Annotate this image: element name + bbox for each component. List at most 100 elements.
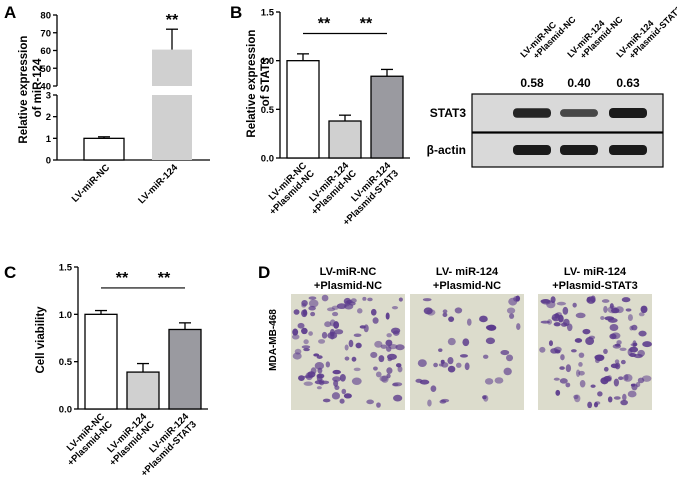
micrograph-heading-line2: +Plasmid-STAT3 bbox=[552, 280, 637, 292]
stained-cell bbox=[485, 324, 496, 331]
chart-a-ytick-label: 2 bbox=[46, 112, 51, 123]
stained-cell bbox=[609, 333, 617, 340]
stained-cell bbox=[590, 384, 596, 388]
stained-cell bbox=[454, 307, 463, 314]
stained-cell bbox=[516, 323, 521, 331]
stained-cell bbox=[294, 348, 302, 355]
stained-cell bbox=[625, 308, 632, 312]
chart-a-category-label-line1: LV-miR-124 bbox=[136, 162, 180, 206]
chart-a-ylabel-line1: Relative expression bbox=[18, 36, 30, 144]
stained-cell bbox=[308, 299, 319, 308]
stained-cell bbox=[291, 334, 300, 340]
stained-cell bbox=[331, 392, 341, 400]
stained-cell bbox=[370, 351, 378, 358]
stained-cell bbox=[339, 373, 346, 382]
stained-cell bbox=[293, 309, 300, 315]
chart-b-bar bbox=[286, 60, 320, 159]
stained-cell bbox=[332, 369, 341, 375]
micrograph-heading-line2: +Plasmid-NC bbox=[433, 280, 501, 292]
stained-cell bbox=[375, 371, 382, 378]
stained-cell bbox=[582, 328, 591, 335]
stained-cell bbox=[348, 339, 354, 348]
stained-cell bbox=[439, 399, 447, 404]
stained-cell bbox=[638, 330, 647, 337]
chart-a-ytick-label: 50 bbox=[40, 64, 51, 75]
chart-c-ytick-label: 1.0 bbox=[59, 310, 72, 321]
chart-a-ytick-label: 80 bbox=[40, 11, 51, 22]
stained-cell bbox=[627, 390, 637, 398]
lane-label: LV-miR-124+Plasmid-STAT3 bbox=[614, 0, 677, 66]
stained-cell bbox=[372, 317, 379, 324]
chart-b-ytick-label: 1.0 bbox=[261, 56, 274, 67]
stained-cell bbox=[613, 378, 619, 387]
panel-letter-d: D bbox=[258, 263, 270, 282]
stained-cell bbox=[387, 357, 393, 362]
chart-c-bar bbox=[84, 313, 118, 410]
densitometry-value: 0.63 bbox=[616, 76, 640, 90]
stained-cell bbox=[380, 344, 388, 349]
stained-cell bbox=[397, 365, 403, 373]
chart-a-ytick-label: 0 bbox=[46, 156, 51, 167]
stained-cell bbox=[321, 331, 328, 339]
stained-cell bbox=[600, 316, 605, 321]
stained-cell bbox=[556, 301, 567, 306]
stained-cell bbox=[355, 342, 362, 349]
cell-line-label: MDA-MB-468 bbox=[268, 309, 279, 371]
chart-a-ylabel-line2: of miR-124 bbox=[32, 58, 44, 117]
chart-c-ytick-label: 0.0 bbox=[59, 405, 72, 416]
stained-cell bbox=[433, 362, 438, 368]
stained-cell bbox=[588, 335, 596, 340]
stained-cell bbox=[314, 361, 325, 370]
stained-cell bbox=[447, 356, 454, 365]
chart-b: Relative expression of STAT3 0.0 0.5 1.0 1.… bbox=[246, 8, 410, 228]
stained-cell bbox=[442, 309, 448, 314]
stained-cell bbox=[560, 354, 565, 361]
stained-cell bbox=[459, 354, 468, 358]
stained-cell bbox=[603, 348, 608, 355]
stained-cell bbox=[301, 327, 308, 335]
stained-cell bbox=[595, 358, 600, 364]
stained-cell bbox=[572, 302, 577, 308]
chart-a-ytick-label: 3 bbox=[46, 91, 51, 102]
panel-letter-b: B bbox=[230, 3, 242, 22]
protein-band bbox=[609, 108, 647, 118]
stained-cell bbox=[539, 346, 546, 353]
micrograph-panel: MDA-MB-468 LV-miR-NC +Plasmid-NC LV- miR-1… bbox=[268, 266, 652, 410]
densitometry-value: 0.58 bbox=[520, 76, 544, 90]
stained-cell bbox=[326, 307, 336, 312]
micrograph-heading-line1: LV- miR-124 bbox=[564, 266, 627, 278]
stained-cell bbox=[395, 363, 402, 368]
chart-b-category-label: LV-miR-NC+Plasmid-NC bbox=[260, 160, 317, 217]
chart-b-category-label: LV-miR-124+Plasmid-NC bbox=[302, 160, 360, 218]
stained-cell bbox=[630, 383, 636, 387]
stained-cell bbox=[415, 378, 423, 383]
stained-cell bbox=[316, 386, 322, 390]
stained-cell bbox=[613, 396, 621, 400]
stained-cell bbox=[622, 393, 627, 401]
chart-a-bar bbox=[152, 49, 192, 86]
stained-cell bbox=[574, 394, 581, 403]
stained-cell bbox=[310, 367, 317, 375]
stained-cell bbox=[386, 367, 393, 374]
stained-cell bbox=[620, 399, 628, 406]
stained-cell bbox=[574, 338, 583, 343]
stained-cell bbox=[603, 366, 609, 372]
stained-cell bbox=[484, 378, 494, 385]
stained-cell bbox=[321, 294, 329, 302]
stained-cell bbox=[341, 388, 347, 395]
stained-cell bbox=[366, 399, 374, 405]
stained-cell bbox=[448, 316, 455, 322]
stained-cell bbox=[555, 389, 561, 396]
stained-cell bbox=[621, 297, 631, 303]
stained-cell bbox=[562, 306, 569, 315]
stained-cell bbox=[466, 318, 472, 326]
stained-cell bbox=[438, 363, 444, 367]
chart-a-ytick-label: 70 bbox=[40, 28, 51, 39]
stained-cell bbox=[327, 331, 338, 339]
stained-cell bbox=[398, 297, 403, 302]
stained-cell bbox=[603, 375, 612, 382]
stained-cell bbox=[351, 356, 357, 362]
stained-cell bbox=[303, 381, 313, 386]
stained-cell bbox=[494, 377, 504, 384]
